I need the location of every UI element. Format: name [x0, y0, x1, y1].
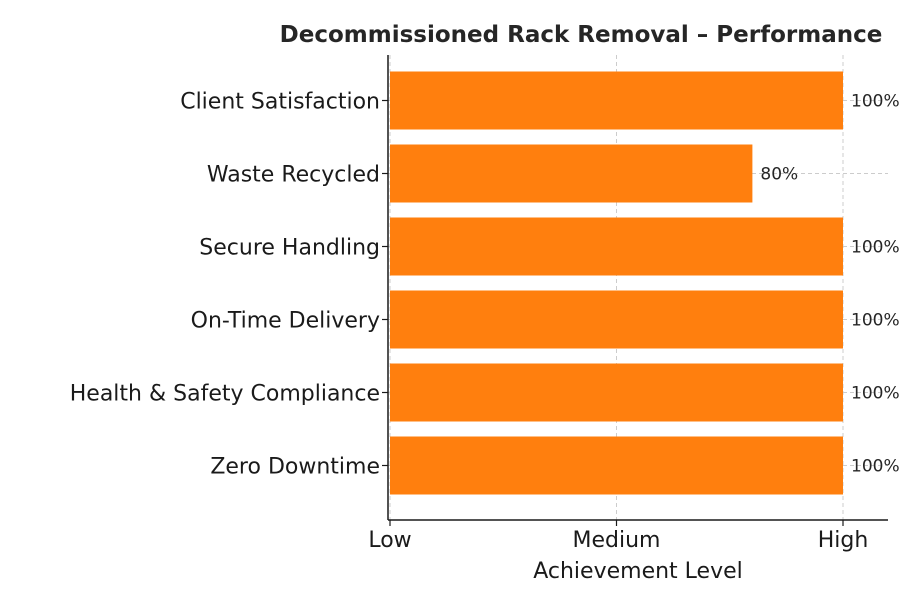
bar-2 — [390, 217, 843, 276]
x-tick-label-2: High — [818, 528, 869, 553]
category-label-4: Health & Safety Compliance — [70, 382, 380, 407]
category-label-0: Client Satisfaction — [180, 90, 380, 115]
bar-0 — [390, 71, 843, 130]
category-label-2: Secure Handling — [199, 236, 380, 261]
data-label-3: 100% — [851, 311, 900, 331]
data-label-1: 80% — [760, 165, 798, 185]
data-label-2: 100% — [851, 238, 900, 258]
data-label-5: 100% — [851, 457, 900, 477]
x-axis-title: Achievement Level — [533, 559, 743, 584]
category-label-3: On-Time Delivery — [191, 309, 380, 334]
bar-4 — [390, 363, 843, 422]
data-labels: 100% 80% 100% 100% 100% 100% — [760, 92, 899, 477]
bar-5 — [390, 436, 843, 495]
chart-title: Decommissioned Rack Removal – Performanc… — [280, 22, 883, 48]
x-axis: Low Medium High — [368, 519, 888, 553]
data-label-4: 100% — [851, 384, 900, 404]
bar-1 — [390, 144, 753, 203]
x-tick-label-0: Low — [368, 528, 411, 553]
category-label-1: Waste Recycled — [207, 163, 380, 188]
category-label-5: Zero Downtime — [210, 455, 380, 480]
x-tick-label-1: Medium — [573, 528, 661, 553]
data-label-0: 100% — [851, 92, 900, 112]
bar-3 — [390, 290, 843, 349]
bars — [390, 71, 843, 495]
y-axis: Client Satisfaction Waste Recycled Secure … — [70, 55, 389, 520]
